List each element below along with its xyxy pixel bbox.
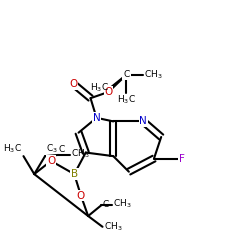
Text: C: C <box>123 70 130 79</box>
Text: C: C <box>59 145 65 154</box>
Text: C$_3$: C$_3$ <box>46 142 58 155</box>
Text: O: O <box>77 191 85 201</box>
Text: N: N <box>93 113 100 123</box>
Text: H$_3$C: H$_3$C <box>90 82 109 94</box>
Text: CH$_3$: CH$_3$ <box>104 220 122 233</box>
Text: O: O <box>47 156 55 166</box>
Text: CH$_3$: CH$_3$ <box>71 148 90 160</box>
Text: B: B <box>71 169 78 179</box>
Text: CH$_3$: CH$_3$ <box>113 198 132 210</box>
Text: F: F <box>178 154 184 164</box>
Text: N: N <box>139 116 147 126</box>
Text: O: O <box>104 87 112 97</box>
Text: CH$_3$: CH$_3$ <box>144 68 163 81</box>
Text: H$_3$C: H$_3$C <box>3 142 22 155</box>
Text: H$_3$C: H$_3$C <box>117 94 136 106</box>
Text: O: O <box>69 79 78 89</box>
Text: C: C <box>102 200 109 208</box>
